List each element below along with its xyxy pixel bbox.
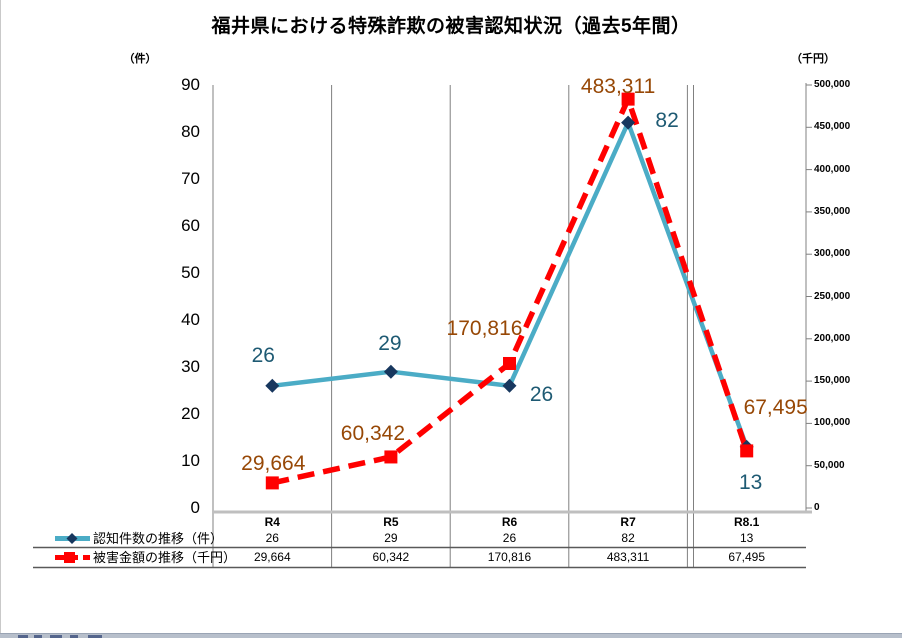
data-label-cases: 13	[739, 470, 763, 494]
amount-cell: 60,342	[372, 550, 410, 564]
left-axis-tick-label: 90	[181, 75, 200, 94]
right-axis-tick-label: 250,000	[814, 290, 851, 302]
bottom-edge-mark	[18, 635, 28, 638]
right-axis-tick-label: 450,000	[814, 121, 851, 133]
data-label-amount: 29,664	[241, 451, 306, 475]
cases-cell: 26	[502, 531, 517, 545]
left-axis-tick-label: 50	[181, 263, 200, 282]
window-left-edge	[0, 0, 1, 638]
right-axis-tick-label: 400,000	[814, 163, 851, 175]
diamond-marker	[739, 439, 754, 454]
right-axis-tick-label: 300,000	[814, 248, 851, 260]
right-axis-tick-label: 200,000	[814, 332, 851, 344]
data-label-amount: 67,495	[743, 395, 808, 419]
data-label-cases: 26	[529, 382, 554, 406]
table-row-amount: 29,664 60,342 170,816 483,311 67,495	[213, 549, 806, 566]
right-axis-tick-label: 150,000	[814, 375, 851, 387]
category-label: R4	[264, 515, 280, 529]
bottom-edge-mark	[88, 635, 102, 638]
cases-cell: 29	[384, 531, 398, 545]
left-axis-tick-label: 0	[190, 498, 200, 517]
bottom-edge-mark	[70, 635, 78, 638]
window-bottom-edge	[0, 633, 902, 638]
category-label: R5	[383, 515, 399, 529]
left-axis-tick-label: 30	[181, 357, 200, 376]
legend-label-cases: 認知件数の推移（件）	[93, 531, 224, 546]
left-axis-tick-label: 70	[181, 169, 200, 188]
chart-title: 福井県における特殊詐欺の被害認知状況（過去5年間）	[211, 16, 691, 37]
category-label: R8.1	[733, 515, 760, 529]
cases-cell: 13	[739, 531, 754, 545]
category-label: R6	[501, 515, 518, 529]
diamond-marker	[383, 364, 398, 379]
cases-cell: 26	[265, 531, 279, 545]
legend-label-amount: 被害金額の推移（千円）	[93, 550, 237, 565]
table-row-cases: 26 29 26 82 13	[213, 530, 806, 547]
legend-key-cases-diamond	[66, 533, 78, 544]
data-label-amount: 170,816	[446, 317, 523, 341]
amount-cell: 170,816	[487, 550, 532, 564]
square-marker	[265, 476, 279, 490]
data-label-amount: 483,311	[580, 75, 656, 99]
left-axis-tick-label: 40	[181, 310, 200, 329]
amount-cell: 67,495	[728, 550, 766, 564]
left-axis-tick-label: 60	[181, 216, 200, 235]
right-axis-unit-label: （千円）	[791, 53, 835, 65]
data-label-amount: 60,342	[340, 421, 405, 445]
right-axis-tick-label: 350,000	[814, 205, 851, 217]
bottom-edge-mark	[34, 635, 42, 638]
right-axis-tick-label: 0	[814, 502, 820, 513]
left-axis-tick-label: 80	[181, 122, 200, 141]
amount-cell: 483,311	[606, 550, 650, 564]
category-label: R7	[620, 515, 636, 529]
right-axis-tick-label: 500,000	[814, 79, 851, 90]
right-axis-tick-label: 100,000	[814, 417, 851, 429]
amount-cell: 29,664	[253, 550, 291, 564]
legend-key-amount-square	[64, 552, 75, 563]
square-marker	[740, 444, 754, 458]
left-axis-unit-label: （件）	[123, 53, 157, 65]
bottom-edge-mark	[50, 635, 62, 638]
data-label-cases: 29	[378, 331, 402, 355]
right-axis-tick-label: 50,000	[814, 459, 845, 471]
diamond-marker	[265, 378, 280, 393]
cases-cell: 82	[621, 531, 635, 545]
left-axis-tick-label: 20	[181, 404, 200, 423]
square-marker	[384, 450, 398, 464]
square-marker	[503, 356, 516, 370]
data-label-cases: 26	[251, 343, 275, 367]
table-header-row: R4 R5 R6 R7 R8.1	[213, 514, 806, 530]
left-axis-tick-label: 10	[181, 451, 200, 470]
data-label-cases: 82	[655, 108, 679, 132]
